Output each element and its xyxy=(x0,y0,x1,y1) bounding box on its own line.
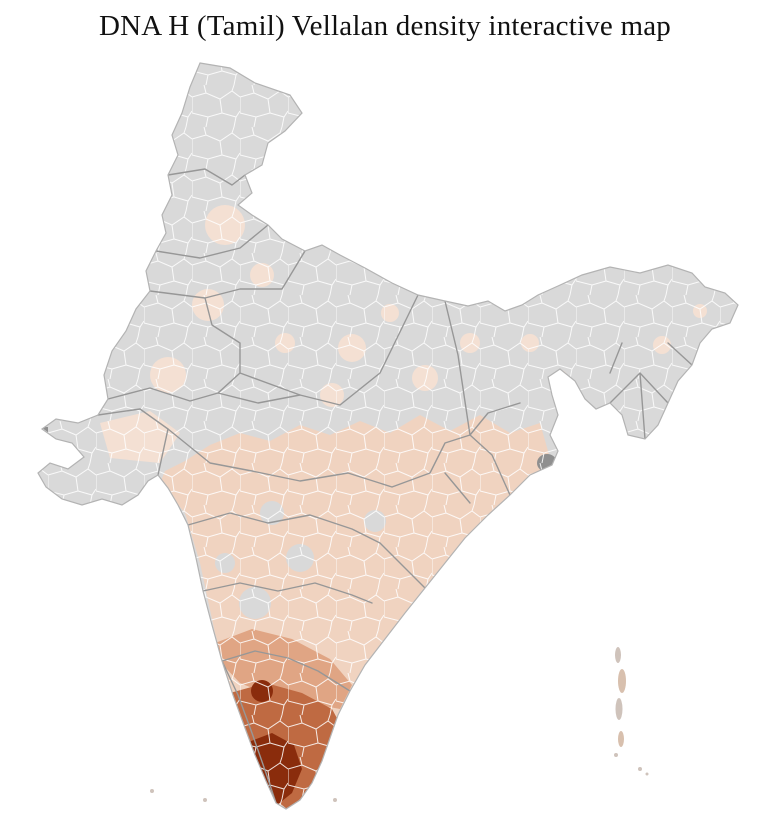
andaman-nicobar-islands[interactable] xyxy=(614,647,649,776)
page-title: DNA H (Tamil) Vellalan density interacti… xyxy=(99,10,671,42)
india-choropleth-map[interactable] xyxy=(0,43,770,810)
district-borders-texture xyxy=(38,63,738,809)
map-container xyxy=(0,43,770,810)
state-borders xyxy=(97,168,693,804)
minor-islets xyxy=(150,789,337,802)
